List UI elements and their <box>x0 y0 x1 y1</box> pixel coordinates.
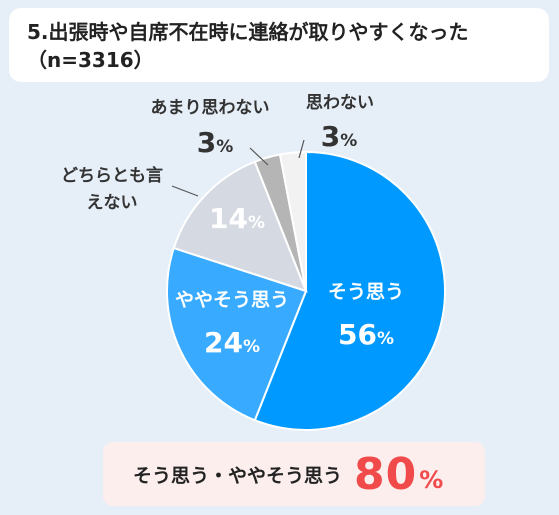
slice-value: 24% <box>204 326 260 359</box>
summary-box: そう思う・ややそう思う 80 % <box>103 442 485 506</box>
leader-line <box>298 139 305 159</box>
slice-label: ややそう思う <box>175 289 289 311</box>
pie-slice <box>172 160 308 293</box>
slice-value: 3% <box>197 126 234 159</box>
slice-label: あまり思わない <box>151 98 270 118</box>
pie-slice <box>166 246 308 422</box>
slice-value: 56% <box>338 318 394 351</box>
leader-line <box>249 147 269 166</box>
slice-label: どちらとも言 <box>61 165 163 186</box>
slice-value: 3% <box>321 120 358 153</box>
slice-label: 思わない <box>306 93 374 113</box>
sample-size: （n=3316） <box>27 48 154 72</box>
pie-slice <box>278 150 307 292</box>
summary-value: 80 <box>354 448 418 500</box>
title-box: 5.出張時や自席不在時に連絡が取りやすくなった （n=3316） <box>9 8 549 82</box>
pie-slice <box>253 150 446 431</box>
summary-unit: % <box>419 466 444 494</box>
slice-label: えない <box>87 193 138 213</box>
summary-label: そう思う・ややそう思う <box>133 464 343 487</box>
chart-title: 5.出張時や自席不在時に連絡が取りやすくなった <box>27 20 469 44</box>
slice-value: 14% <box>209 202 265 235</box>
leader-line <box>171 185 199 197</box>
slice-label: そう思う <box>328 281 404 303</box>
